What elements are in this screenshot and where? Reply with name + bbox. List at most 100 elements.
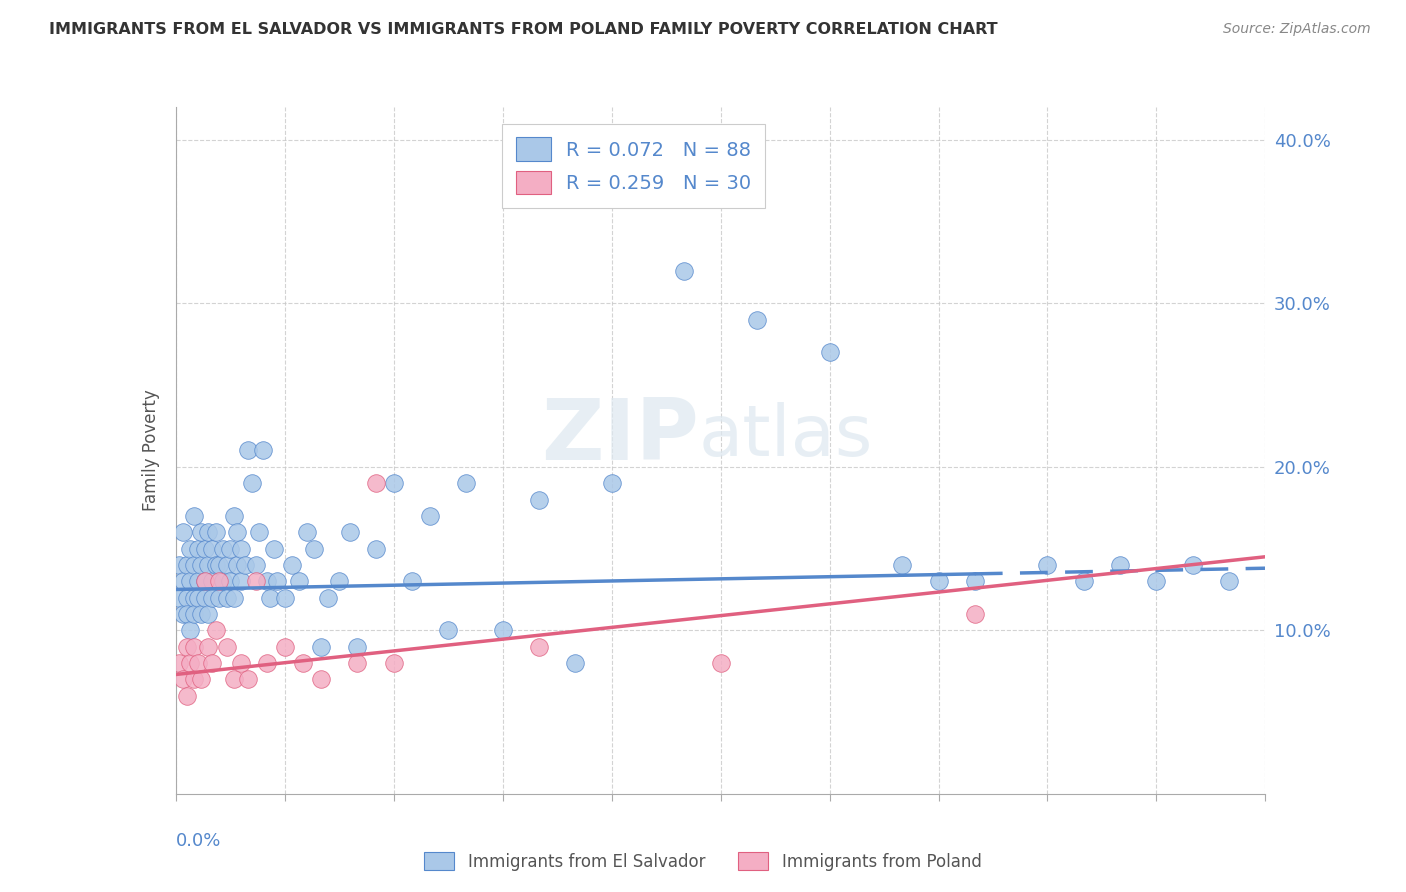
Point — [891, 558, 914, 572]
Point — [201, 541, 224, 556]
Point — [194, 541, 217, 556]
Point — [222, 673, 245, 687]
Point — [201, 574, 224, 589]
Point — [201, 591, 224, 605]
Point — [222, 508, 245, 523]
Point — [219, 574, 242, 589]
Point — [204, 558, 226, 572]
Point — [673, 263, 696, 277]
Point — [1146, 574, 1168, 589]
Point — [274, 591, 297, 605]
Point — [252, 443, 274, 458]
Point — [172, 525, 194, 540]
Point — [208, 591, 231, 605]
Point — [215, 640, 238, 654]
Point — [288, 574, 311, 589]
Point — [564, 656, 586, 670]
Y-axis label: Family Poverty: Family Poverty — [142, 390, 160, 511]
Point — [339, 525, 361, 540]
Point — [274, 640, 297, 654]
Point — [419, 508, 441, 523]
Point — [309, 673, 332, 687]
Legend: R = 0.072   N = 88, R = 0.259   N = 30: R = 0.072 N = 88, R = 0.259 N = 30 — [502, 124, 765, 208]
Point — [190, 525, 212, 540]
Point — [186, 574, 209, 589]
Point — [318, 591, 340, 605]
Point — [186, 541, 209, 556]
Point — [183, 591, 205, 605]
Point — [928, 574, 950, 589]
Point — [194, 591, 217, 605]
Point — [226, 525, 249, 540]
Point — [818, 345, 841, 359]
Point — [247, 525, 270, 540]
Text: IMMIGRANTS FROM EL SALVADOR VS IMMIGRANTS FROM POLAND FAMILY POVERTY CORRELATION: IMMIGRANTS FROM EL SALVADOR VS IMMIGRANT… — [49, 22, 998, 37]
Point — [437, 624, 460, 638]
Point — [212, 541, 235, 556]
Point — [600, 476, 623, 491]
Point — [263, 541, 285, 556]
Point — [186, 656, 209, 670]
Point — [245, 558, 267, 572]
Point — [346, 656, 368, 670]
Point — [302, 541, 325, 556]
Text: Source: ZipAtlas.com: Source: ZipAtlas.com — [1223, 22, 1371, 37]
Point — [346, 640, 368, 654]
Point — [201, 656, 224, 670]
Point — [231, 656, 253, 670]
Point — [215, 558, 238, 572]
Point — [1109, 558, 1132, 572]
Point — [183, 558, 205, 572]
Point — [238, 673, 260, 687]
Point — [266, 574, 288, 589]
Point — [231, 574, 253, 589]
Text: atlas: atlas — [699, 402, 873, 471]
Point — [176, 640, 198, 654]
Point — [226, 558, 249, 572]
Point — [963, 574, 986, 589]
Point — [204, 624, 226, 638]
Point — [169, 558, 191, 572]
Point — [172, 574, 194, 589]
Point — [169, 656, 191, 670]
Point — [240, 476, 263, 491]
Point — [186, 591, 209, 605]
Point — [309, 640, 332, 654]
Point — [197, 640, 219, 654]
Point — [963, 607, 986, 621]
Point — [527, 640, 550, 654]
Point — [183, 640, 205, 654]
Text: 0.0%: 0.0% — [176, 831, 221, 850]
Point — [190, 558, 212, 572]
Point — [295, 525, 318, 540]
Point — [1218, 574, 1240, 589]
Point — [179, 541, 201, 556]
Point — [328, 574, 350, 589]
Point — [176, 607, 198, 621]
Point — [231, 541, 253, 556]
Point — [176, 689, 198, 703]
Point — [172, 607, 194, 621]
Point — [194, 574, 217, 589]
Point — [194, 574, 217, 589]
Point — [1036, 558, 1059, 572]
Point — [172, 673, 194, 687]
Point — [197, 607, 219, 621]
Point — [364, 476, 387, 491]
Point — [401, 574, 423, 589]
Point — [745, 312, 768, 326]
Point — [245, 574, 267, 589]
Point — [382, 476, 405, 491]
Point — [456, 476, 478, 491]
Point — [190, 607, 212, 621]
Point — [281, 558, 304, 572]
Point — [208, 558, 231, 572]
Point — [183, 607, 205, 621]
Point — [169, 591, 191, 605]
Text: ZIP: ZIP — [541, 395, 699, 478]
Point — [215, 591, 238, 605]
Point — [256, 656, 278, 670]
Point — [222, 591, 245, 605]
Point — [179, 574, 201, 589]
Point — [364, 541, 387, 556]
